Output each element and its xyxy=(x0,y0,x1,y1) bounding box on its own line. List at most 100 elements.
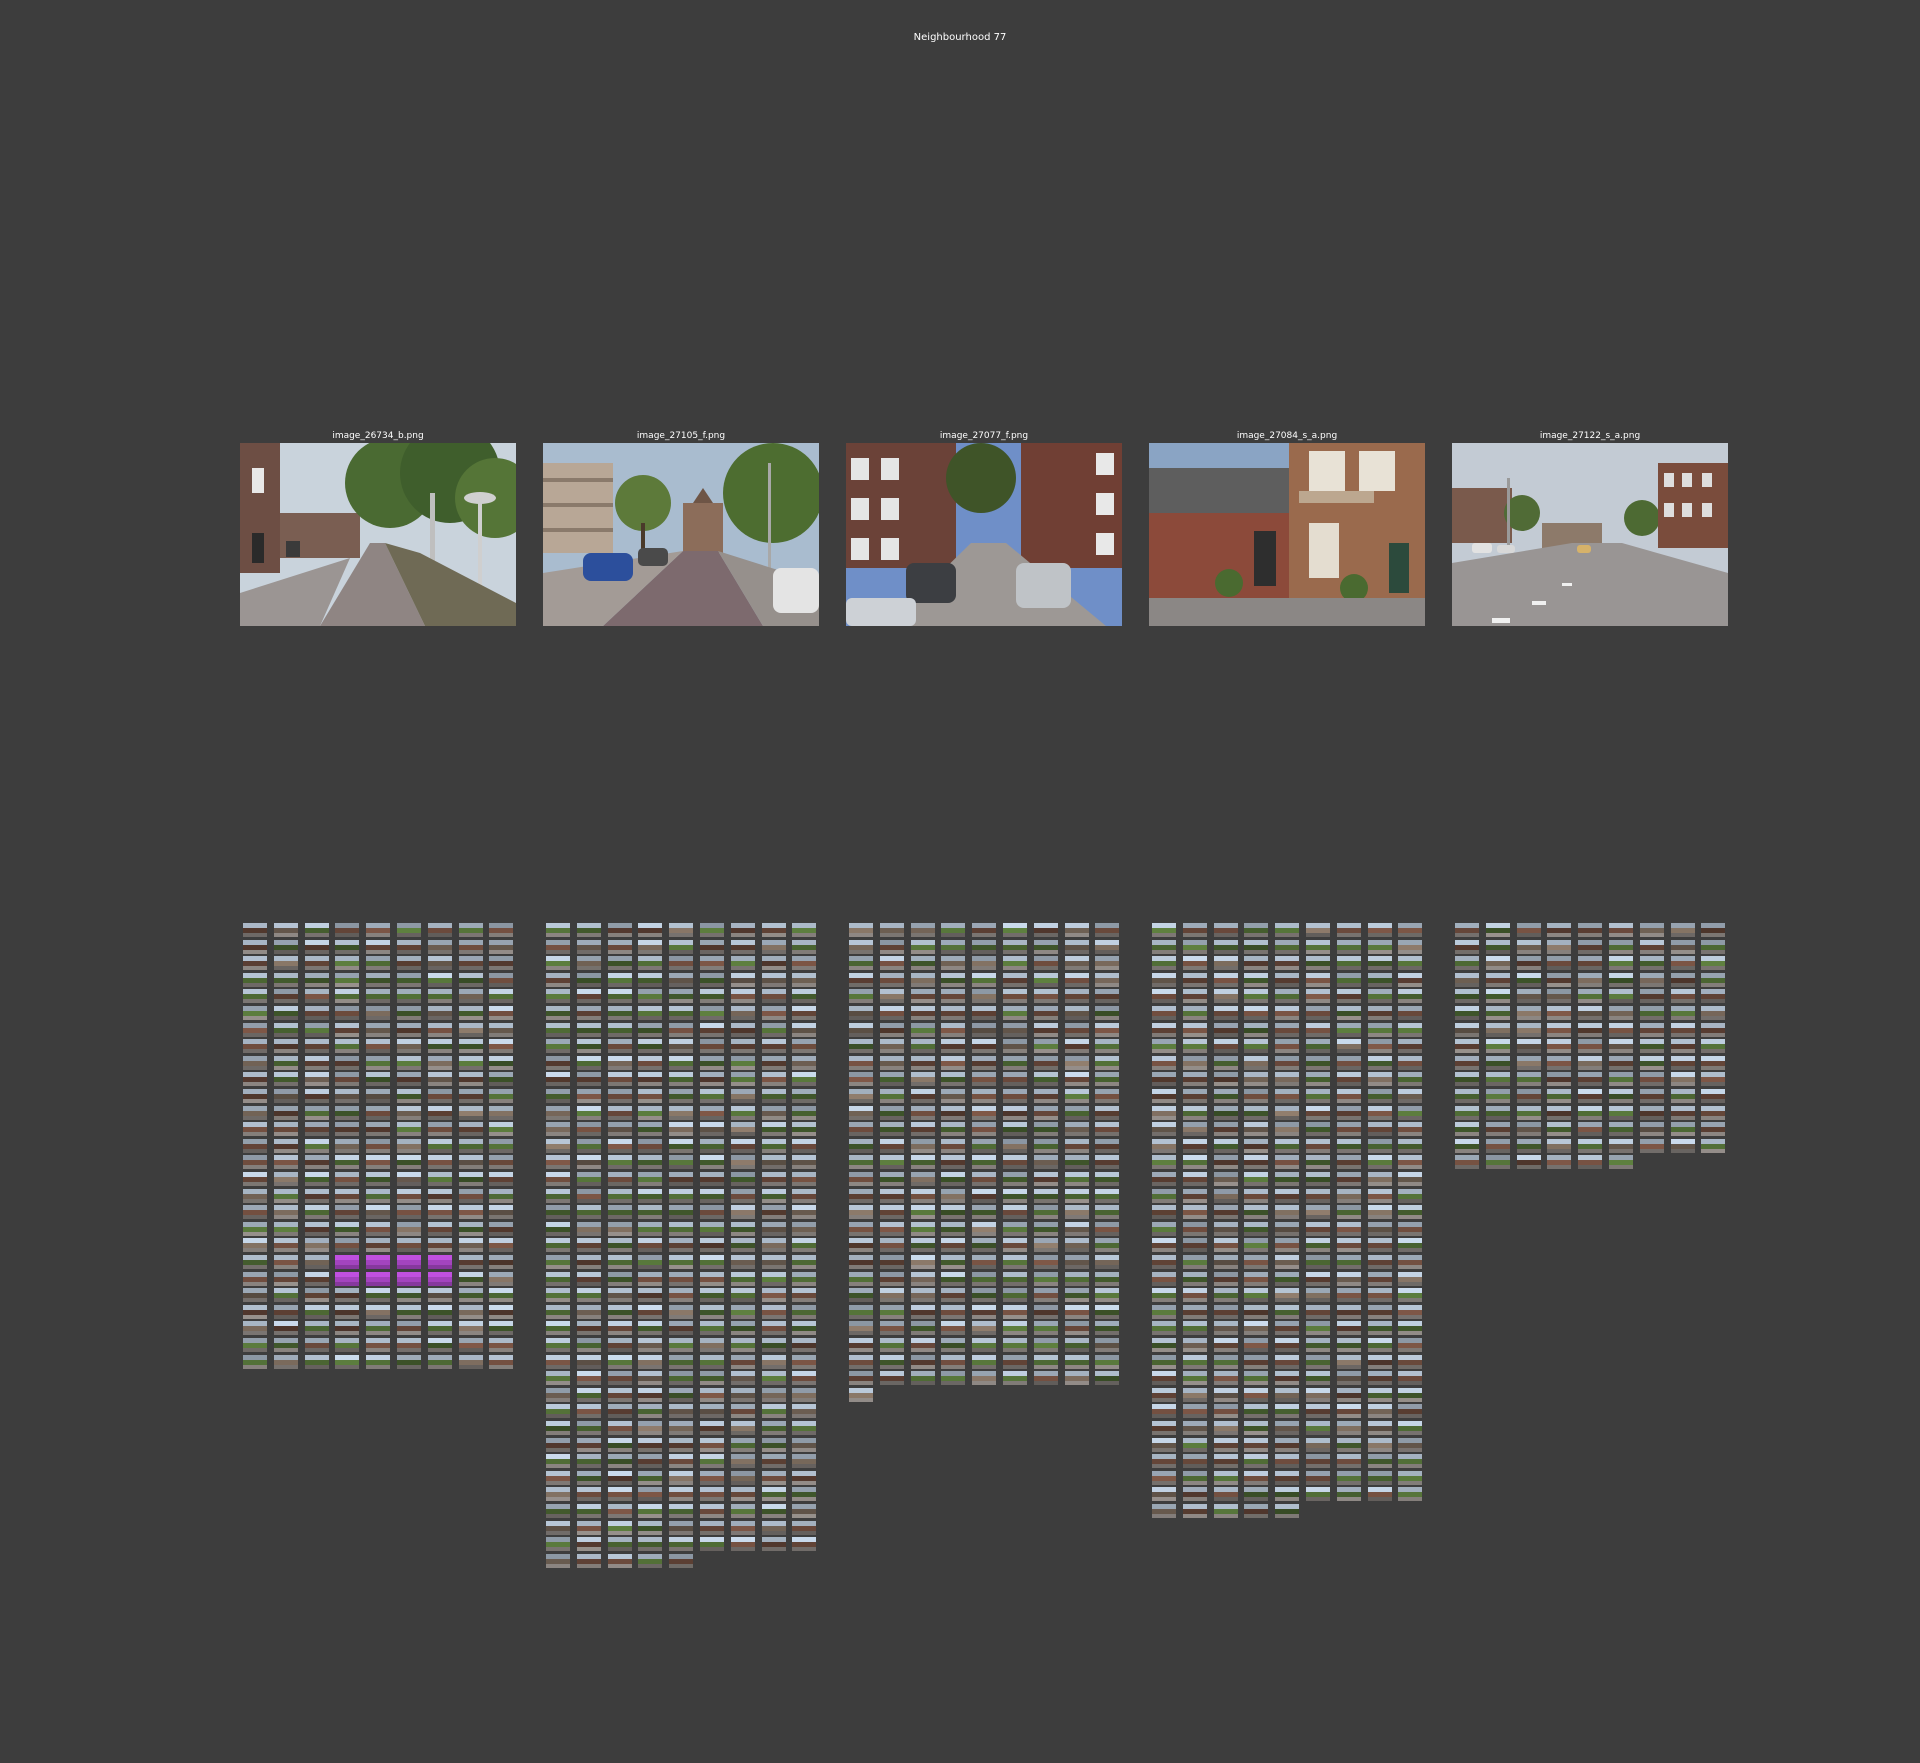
mosaic-tile xyxy=(1095,1321,1119,1335)
mosaic-tile xyxy=(1275,1355,1299,1369)
mosaic-tile xyxy=(1455,1139,1479,1153)
mosaic-tile xyxy=(1455,1039,1479,1053)
mosaic-tile xyxy=(1398,1305,1422,1319)
mosaic-tile xyxy=(577,1122,601,1136)
mosaic-tile xyxy=(1244,1089,1268,1103)
mosaic-tile xyxy=(1337,1006,1361,1020)
mosaic-tile xyxy=(608,1404,632,1418)
mosaic-tile xyxy=(1034,1106,1058,1120)
mosaic-tile xyxy=(669,1471,693,1485)
mosaic-tile xyxy=(1609,1122,1633,1136)
mosaic-tile xyxy=(1152,1238,1176,1252)
mosaic-tile xyxy=(1275,1404,1299,1418)
mosaic-tile xyxy=(1275,1155,1299,1169)
mosaic-tile xyxy=(397,956,421,970)
mosaic-tile xyxy=(731,1338,755,1352)
mosaic-tile xyxy=(1547,1072,1571,1086)
mosaic-tile xyxy=(1034,1321,1058,1335)
mosaic-tile xyxy=(489,1056,513,1070)
mosaic-tile xyxy=(1337,1338,1361,1352)
mosaic-tile xyxy=(1214,1321,1238,1335)
mosaic-tile xyxy=(459,1122,483,1136)
mosaic-tile xyxy=(1034,1056,1058,1070)
mosaic-tile xyxy=(1486,1122,1510,1136)
mosaic-tile xyxy=(335,1288,359,1302)
mosaic-tile xyxy=(849,1172,873,1186)
mosaic-tile xyxy=(546,1023,570,1037)
mosaic-tile xyxy=(1065,1255,1089,1269)
mosaic-tile xyxy=(397,1056,421,1070)
mosaic-tile xyxy=(792,1321,816,1335)
mosaic-tile xyxy=(849,1122,873,1136)
mosaic-tile xyxy=(1275,989,1299,1003)
mosaic-tile xyxy=(669,1006,693,1020)
sample-label: image_26734_b.png xyxy=(332,431,424,441)
mosaic-tile xyxy=(608,973,632,987)
mosaic-tile xyxy=(638,1106,662,1120)
mosaic-tile xyxy=(762,989,786,1003)
mosaic-tile xyxy=(792,1421,816,1435)
mosaic-tile xyxy=(1152,1421,1176,1435)
mosaic-tile xyxy=(731,1487,755,1501)
mosaic-tile xyxy=(1065,1172,1089,1186)
mosaic-tile xyxy=(1095,1205,1119,1219)
mosaic-tile xyxy=(1398,1238,1422,1252)
mosaic-tile xyxy=(608,940,632,954)
mosaic-tile xyxy=(792,940,816,954)
mosaic-tile xyxy=(608,1272,632,1286)
mosaic-tile xyxy=(1306,1106,1330,1120)
mosaic-tile xyxy=(577,1504,601,1518)
mosaic-tile xyxy=(335,1039,359,1053)
mosaic-tile xyxy=(762,1454,786,1468)
mosaic-tile xyxy=(274,1139,298,1153)
mosaic-tile xyxy=(1214,1072,1238,1086)
mosaic-tile xyxy=(792,1471,816,1485)
mosaic-tile xyxy=(1486,1056,1510,1070)
mosaic-tile xyxy=(1455,1155,1479,1169)
mosaic-tile xyxy=(1214,1039,1238,1053)
mosaic-tile xyxy=(335,1238,359,1252)
mosaic-tile xyxy=(577,1288,601,1302)
mosaic-tile xyxy=(428,1338,452,1352)
mosaic-tile xyxy=(1065,1056,1089,1070)
mosaic-tile xyxy=(1034,973,1058,987)
mosaic-tile xyxy=(1368,1288,1392,1302)
mosaic-tile xyxy=(489,1321,513,1335)
mosaic-tile xyxy=(1275,1504,1299,1518)
mosaic-tile xyxy=(305,1122,329,1136)
mosaic-tile xyxy=(1337,1023,1361,1037)
mosaic-tile xyxy=(1486,1089,1510,1103)
mosaic-tile xyxy=(1337,1222,1361,1236)
mosaic-tile xyxy=(731,1072,755,1086)
mosaic-tile xyxy=(1578,1139,1602,1153)
mosaic-tile xyxy=(638,1155,662,1169)
mosaic-tile xyxy=(638,1404,662,1418)
mosaic-tile xyxy=(1609,989,1633,1003)
mosaic-tile xyxy=(1244,1388,1268,1402)
mosaic-tile xyxy=(305,956,329,970)
mosaic-tile xyxy=(700,1321,724,1335)
mosaic-tile xyxy=(1152,1404,1176,1418)
mosaic-tile xyxy=(1306,1155,1330,1169)
mosaic-tile xyxy=(972,1039,996,1053)
mosaic-tile xyxy=(1275,940,1299,954)
mosaic-tile xyxy=(1275,1205,1299,1219)
mosaic-tile xyxy=(1183,1388,1207,1402)
mosaic-tile xyxy=(1095,1305,1119,1319)
mosaic-tile xyxy=(366,1039,390,1053)
mosaic-tile xyxy=(638,973,662,987)
mosaic-tile xyxy=(1244,1471,1268,1485)
mosaic-tile xyxy=(489,1139,513,1153)
mosaic-tile xyxy=(1609,1106,1633,1120)
mosaic-tile xyxy=(849,1056,873,1070)
mosaic-tile xyxy=(1368,1471,1392,1485)
mosaic-tile xyxy=(1065,1321,1089,1335)
mosaic-tile xyxy=(911,923,935,937)
mosaic-tile xyxy=(762,956,786,970)
mosaic-tile xyxy=(669,1521,693,1535)
mosaic-tile xyxy=(305,1039,329,1053)
mosaic-tile xyxy=(1003,1056,1027,1070)
mosaic-tile xyxy=(792,1404,816,1418)
mosaic-tile xyxy=(1486,1106,1510,1120)
mosaic-tile xyxy=(1671,973,1695,987)
